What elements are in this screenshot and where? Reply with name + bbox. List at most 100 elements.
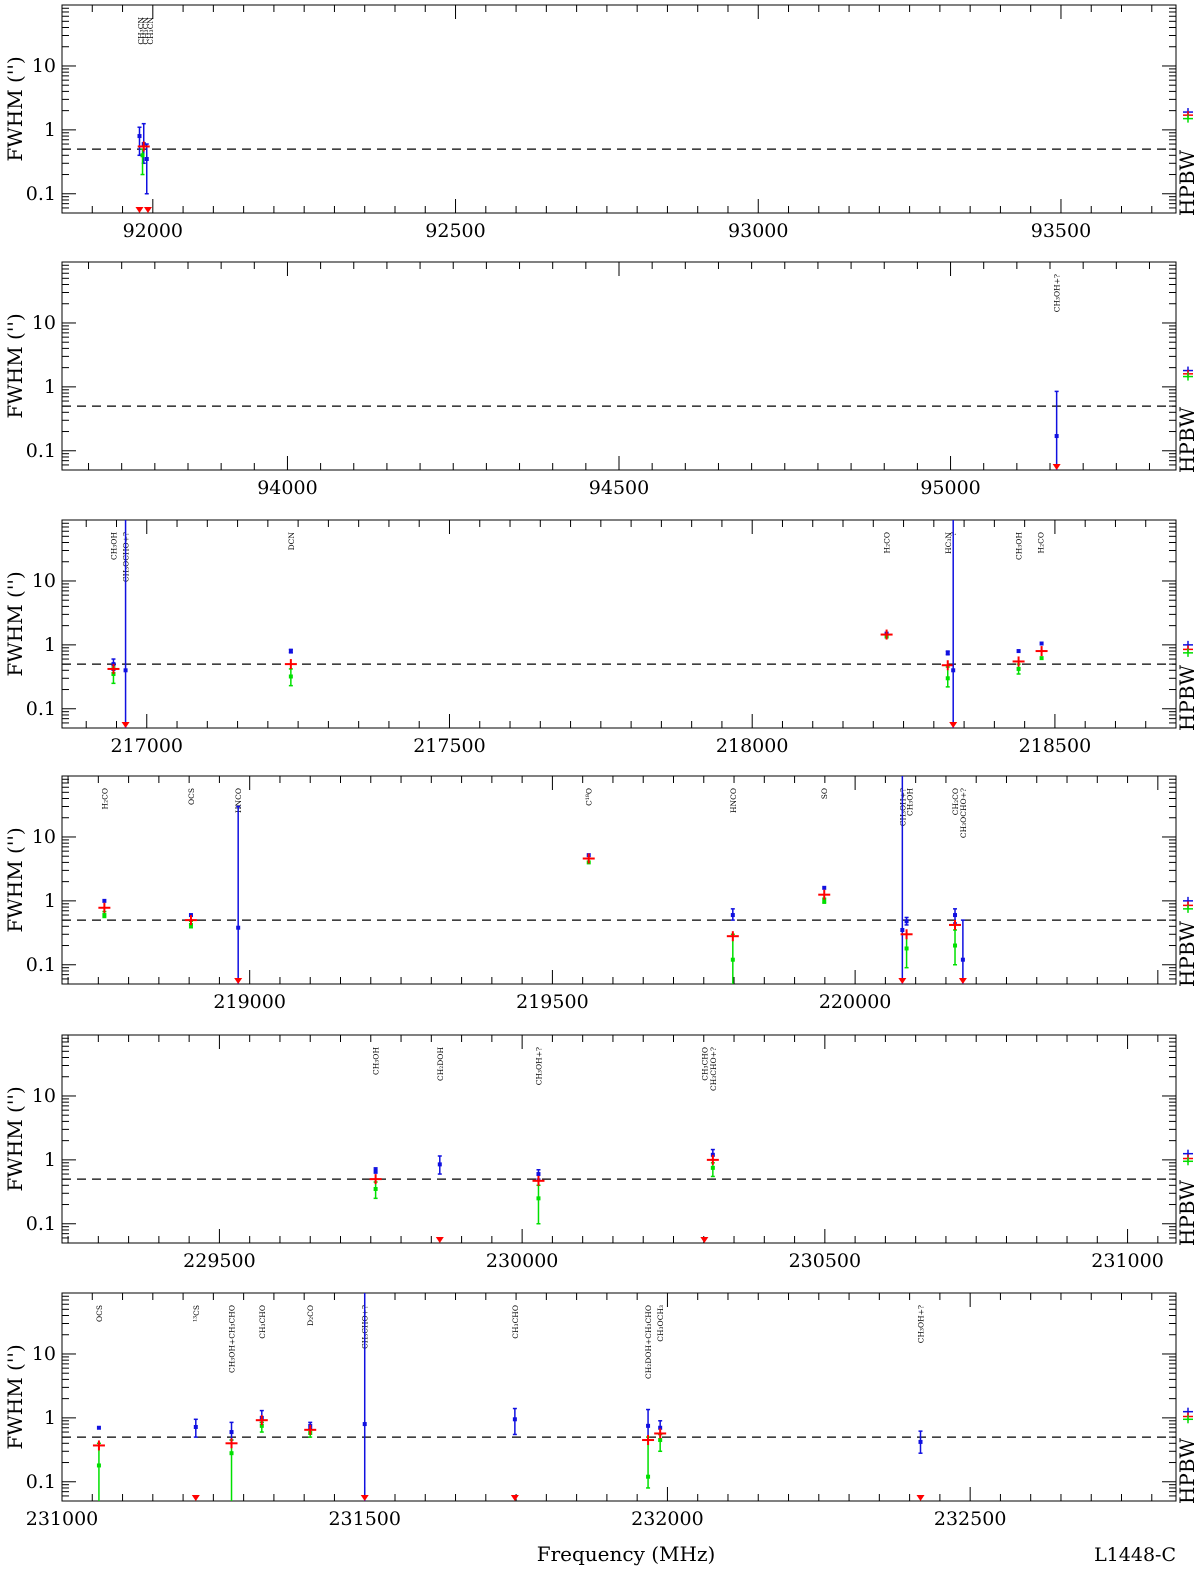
upper-limit-marker: [360, 1495, 369, 1501]
y-tick-label: 0.1: [26, 440, 56, 462]
y-tick-label: 1: [44, 1149, 56, 1171]
x-tick-label: 92500: [425, 220, 485, 242]
species-label: OCS: [187, 788, 196, 805]
x-tick-label: 94500: [589, 477, 649, 499]
data-point: [730, 957, 735, 962]
upper-limit-marker: [898, 978, 907, 984]
x-tick-label: 94000: [257, 477, 317, 499]
y-tick-label: 0.1: [26, 698, 56, 720]
species-label: H₂CO: [1036, 532, 1045, 553]
species-label: ¹³CS: [192, 1305, 201, 1322]
upper-limit-marker: [1052, 464, 1061, 470]
x-tick-label: 92000: [123, 220, 183, 242]
data-point: [822, 885, 827, 890]
data-point: [236, 925, 241, 930]
y-axis-label: FWHM (''): [3, 1086, 27, 1191]
species-label: CH₃CN: [141, 17, 150, 45]
species-label: CH₃OH: [1015, 532, 1024, 560]
species-label: CH₃CN: [137, 17, 146, 45]
y-tick-label: 10: [32, 570, 56, 592]
data-point: [646, 1474, 651, 1479]
panel-1: 0.1 1 10 92000 92500 93000 93500 FWHM ('') HPBW C…: [3, 4, 1199, 242]
x-tick-label: 95000: [920, 477, 980, 499]
data-point: [288, 649, 293, 654]
y-axis-label: FWHM (''): [3, 313, 27, 418]
upper-limit-marker: [435, 1237, 444, 1243]
hpbw-label: HPBW: [1175, 664, 1199, 731]
plot-frame: [61, 261, 1177, 471]
data-point: [144, 157, 149, 162]
y-tick-label: 10: [32, 55, 56, 77]
x-tick-label: 231500: [328, 1508, 401, 1530]
upper-limit-marker: [700, 1237, 709, 1243]
hpbw-label: HPBW: [1175, 149, 1199, 216]
hpbw-label: HPBW: [1175, 406, 1199, 473]
data-point: [373, 1168, 378, 1173]
y-tick-label: 0.1: [26, 183, 56, 205]
plot-frame: [61, 1034, 1177, 1244]
data-point: [658, 1438, 663, 1443]
species-label: HNCO: [234, 788, 243, 813]
species-label: CH₃OH+?: [917, 1305, 926, 1343]
species-label: CH₃OH+?: [534, 1047, 543, 1085]
y-tick-label: 1: [44, 376, 56, 398]
data-point: [918, 1439, 923, 1444]
upper-limit-marker: [191, 1495, 200, 1501]
species-label: H₂CO: [883, 532, 892, 553]
data-point: [229, 1430, 234, 1435]
species-label: CH₃CHO: [258, 1305, 267, 1339]
plot-frame: [61, 1292, 1177, 1502]
species-label: OCS: [95, 1305, 104, 1322]
data-point: [953, 913, 958, 918]
y-tick-label: 1: [44, 634, 56, 656]
source-name: L1448-C: [1094, 1544, 1176, 1566]
x-tick-label: 217000: [110, 735, 183, 757]
y-axis-label: FWHM (''): [3, 1344, 27, 1449]
data-point: [658, 1425, 663, 1430]
y-tick-label: 0.1: [26, 1471, 56, 1493]
data-point: [362, 1422, 367, 1427]
species-label: CH₂DOH: [436, 1047, 445, 1081]
species-label: CH₃OH: [906, 788, 915, 816]
y-tick-label: 10: [32, 826, 56, 848]
y-tick-label: 0.1: [26, 1213, 56, 1235]
data-point: [111, 672, 116, 677]
plot-frame: [61, 775, 1177, 985]
data-point: [904, 919, 909, 924]
x-tick-label: 230000: [486, 1250, 559, 1272]
upper-limit-marker: [143, 207, 152, 213]
data-point: [137, 134, 142, 139]
panel-5: 0.1 1 10 229500 230000 230500 231000 FWHM ('') H…: [3, 1034, 1199, 1272]
x-tick-label: 232500: [934, 1508, 1007, 1530]
upper-limit-marker: [949, 722, 958, 728]
y-tick-label: 10: [32, 1343, 56, 1365]
data-point: [259, 1423, 264, 1428]
x-tick-label: 220000: [819, 991, 892, 1013]
plot-frame: [61, 519, 1177, 729]
y-tick-label: 1: [44, 890, 56, 912]
data-point: [1039, 656, 1044, 661]
data-point: [96, 1425, 101, 1430]
upper-limit-marker: [135, 207, 144, 213]
species-label: CH₃OH: [109, 532, 118, 560]
data-point: [953, 943, 958, 948]
data-point: [900, 928, 905, 933]
species-label: CH₃CHO: [511, 1305, 520, 1339]
species-label: DCN: [287, 532, 296, 551]
species-label: CH₃CHO: [700, 1047, 709, 1081]
species-label: CH₃CN: [146, 17, 155, 45]
x-tick-label: 219500: [516, 991, 589, 1013]
species-label: CH₃OH: [372, 1047, 381, 1075]
plot-frame: [61, 4, 1177, 214]
data-point: [140, 153, 145, 158]
data-point: [437, 1162, 442, 1167]
data-point: [710, 1152, 715, 1157]
data-point: [646, 1423, 651, 1428]
species-label: C¹⁸O: [585, 788, 594, 806]
data-point: [96, 1463, 101, 1468]
upper-limit-marker: [958, 978, 967, 984]
species-label: CH₂CO: [951, 788, 960, 815]
panel-2: 0.1 1 10 94000 94500 95000 FWHM ('') HPBW CH₃OH+…: [3, 261, 1199, 499]
data-point: [1016, 649, 1021, 654]
